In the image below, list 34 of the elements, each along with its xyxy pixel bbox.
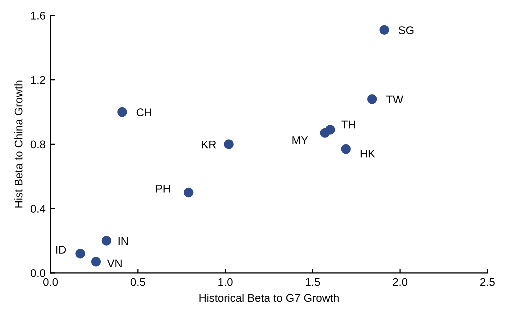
x-tick-label: 2.5: [480, 278, 495, 286]
point: [341, 144, 351, 154]
y-tick-label: 1.6: [31, 12, 46, 20]
annotation: VN: [107, 260, 122, 268]
y-axis-title: Hist Beta to China Growth: [14, 80, 23, 208]
point: [118, 107, 128, 118]
annotation: IN: [118, 238, 128, 246]
annotation: MY: [292, 136, 308, 144]
x-axis-title: Historical Beta to G7 Growth: [200, 294, 339, 302]
x-tick-label: 1.5: [306, 278, 320, 286]
annotation: PH: [156, 185, 170, 193]
x-tick-label: 2.0: [393, 278, 408, 286]
point: [224, 140, 234, 150]
point: [380, 25, 390, 36]
annotation: HK: [360, 150, 376, 158]
point: [184, 188, 194, 198]
annotation: TW: [386, 96, 404, 104]
annotation: KR: [202, 140, 216, 149]
point: [102, 236, 112, 246]
x-tick-label: 1.0: [218, 278, 233, 286]
y-tick-label: 0.0: [30, 269, 46, 278]
annotation: ID: [56, 246, 66, 254]
point: [76, 249, 86, 259]
point: [320, 128, 330, 138]
y-tick-label: 0.8: [30, 140, 46, 149]
point: [367, 94, 378, 104]
point: [91, 257, 102, 267]
y-tick-label: 0.4: [30, 205, 46, 213]
x-tick-label: 0.5: [130, 278, 146, 286]
annotation: SG: [398, 26, 414, 34]
annotation: CH: [136, 108, 152, 117]
annotation: TH: [342, 120, 356, 129]
y-tick-label: 1.2: [31, 76, 46, 84]
x-tick-label: 0.0: [44, 278, 58, 286]
